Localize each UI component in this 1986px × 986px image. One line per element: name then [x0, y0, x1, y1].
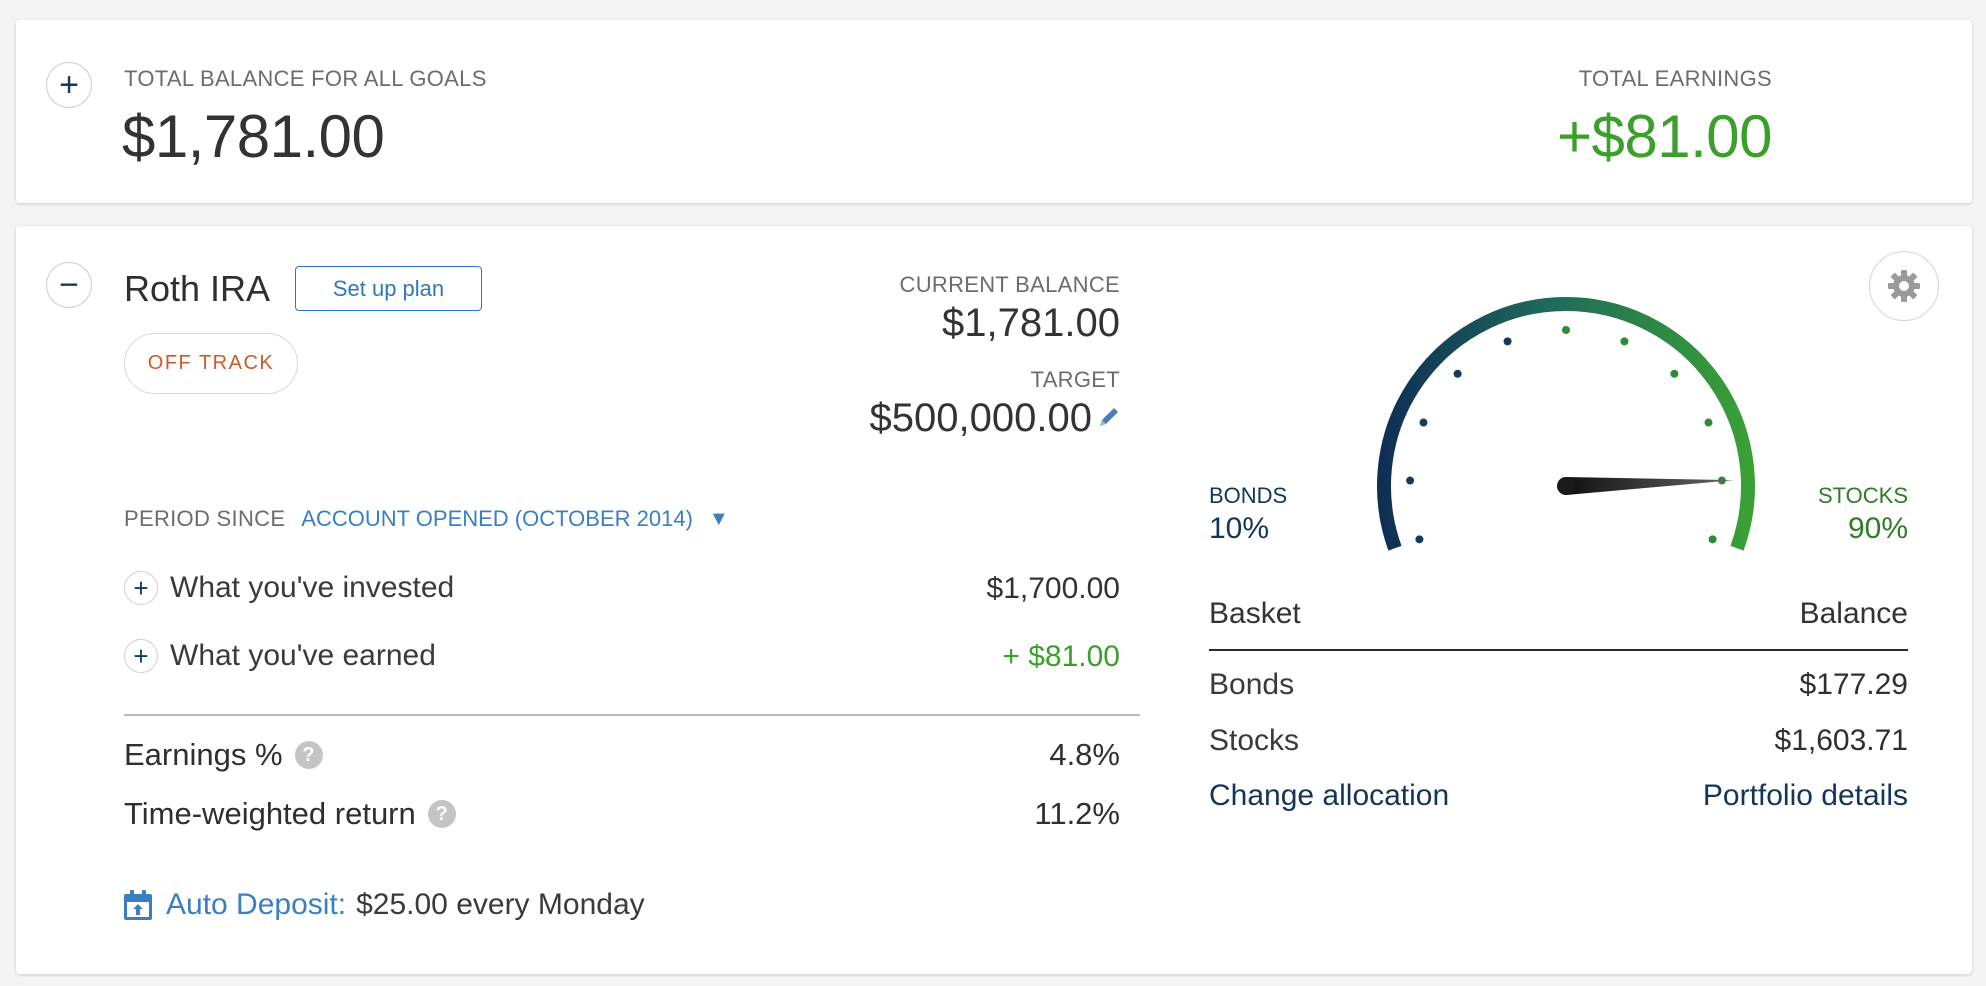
balance-header: Balance — [1799, 597, 1908, 630]
period-since-label: PERIOD SINCE — [124, 506, 286, 531]
goal-name: Roth IRA — [124, 268, 271, 309]
invested-label: What you've invested — [170, 571, 455, 604]
current-balance-label: CURRENT BALANCE — [899, 272, 1120, 297]
earnings-pct-value: 4.8% — [1049, 737, 1120, 772]
twr-label: Time-weighted return — [124, 796, 416, 831]
gauge-needle — [1557, 477, 1734, 495]
table-header-divider — [1209, 649, 1908, 651]
gauge-tick — [1704, 418, 1713, 427]
table-row-stocks-label: Stocks — [1209, 724, 1300, 757]
total-earnings-value: +$81.00 — [1556, 103, 1773, 170]
earned-row: + What you've earned — [124, 639, 436, 673]
status-badge: OFF TRACK — [124, 333, 298, 394]
gauge-tick — [1620, 337, 1629, 346]
total-balance-value: $1,781.00 — [122, 103, 385, 170]
stocks-pct: 90% — [1847, 512, 1908, 545]
minus-icon: − — [59, 266, 79, 304]
allocation-gauge — [1377, 297, 1755, 551]
expand-all-button[interactable]: + — [46, 62, 92, 108]
earnings-pct-label: Earnings % — [124, 737, 283, 772]
divider — [124, 714, 1140, 716]
help-icon[interactable]: ? — [427, 800, 456, 828]
period-selector: PERIOD SINCE ACCOUNT OPENED (OCTOBER 201… — [124, 506, 729, 532]
basket-header: Basket — [1209, 597, 1301, 630]
table-row-bonds-label: Bonds — [1209, 668, 1295, 701]
plus-icon: + — [59, 66, 79, 104]
goal-card: − Roth IRA Set up plan OFF TRACK CURRENT… — [16, 226, 1972, 974]
gauge-tick — [1415, 535, 1424, 544]
gauge-tick — [1670, 369, 1679, 378]
total-earnings-label: TOTAL EARNINGS — [1578, 66, 1772, 91]
twr-value: 11.2% — [1034, 796, 1120, 831]
chevron-down-icon[interactable]: ▼ — [708, 507, 729, 530]
auto-deposit: Auto Deposit: $25.00 every Monday — [122, 888, 645, 922]
settings-button[interactable] — [1869, 251, 1939, 321]
gauge-tick — [1503, 337, 1512, 346]
gauge-arc — [1377, 297, 1755, 551]
summary-card: + TOTAL BALANCE FOR ALL GOALS $1,781.00 … — [16, 20, 1972, 203]
bonds-pct: 10% — [1209, 512, 1270, 545]
change-allocation-link[interactable]: Change allocation — [1209, 779, 1450, 812]
table-row-stocks-balance: $1,603.71 — [1774, 724, 1908, 757]
plus-icon: + — [133, 573, 149, 603]
twr-row: Time-weighted return ? — [124, 796, 456, 832]
table-row-bonds-balance: $177.29 — [1799, 668, 1908, 701]
plus-icon: + — [133, 641, 149, 671]
current-balance-value: $1,781.00 — [942, 301, 1120, 345]
auto-deposit-value: $25.00 every Monday — [356, 888, 645, 921]
gauge-tick — [1406, 476, 1415, 485]
gauge-tick — [1708, 535, 1717, 544]
earned-value: + $81.00 — [1002, 640, 1120, 673]
auto-deposit-link[interactable]: Auto Deposit: — [166, 888, 347, 921]
expand-invested-button[interactable]: + — [124, 571, 158, 605]
gauge-tick — [1453, 369, 1462, 378]
help-icon[interactable]: ? — [294, 741, 323, 769]
pencil-icon[interactable] — [1096, 404, 1122, 430]
gear-icon — [1888, 270, 1920, 302]
total-balance-label: TOTAL BALANCE FOR ALL GOALS — [124, 66, 487, 91]
invested-value: $1,700.00 — [986, 572, 1120, 605]
period-dropdown[interactable]: ACCOUNT OPENED (OCTOBER 2014) — [301, 506, 693, 531]
collapse-goal-button[interactable]: − — [46, 262, 92, 308]
stocks-label: STOCKS — [1817, 483, 1908, 508]
gauge-tick — [1419, 418, 1428, 427]
bonds-label: BONDS — [1209, 483, 1288, 508]
earnings-pct-row: Earnings % ? — [124, 737, 323, 773]
calendar-deposit-icon — [122, 888, 154, 922]
setup-plan-button[interactable]: Set up plan — [295, 266, 482, 311]
target-value: $500,000.00 — [869, 396, 1092, 440]
gauge-ticks — [1406, 326, 1726, 544]
needle-hub — [1557, 477, 1575, 495]
invested-row: + What you've invested — [124, 571, 454, 605]
portfolio-details-link[interactable]: Portfolio details — [1702, 779, 1908, 812]
needle-shape — [1565, 477, 1734, 495]
earned-label: What you've earned — [170, 639, 436, 672]
expand-earned-button[interactable]: + — [124, 639, 158, 673]
gauge-tick — [1562, 326, 1570, 334]
target-label: TARGET — [1030, 367, 1120, 392]
